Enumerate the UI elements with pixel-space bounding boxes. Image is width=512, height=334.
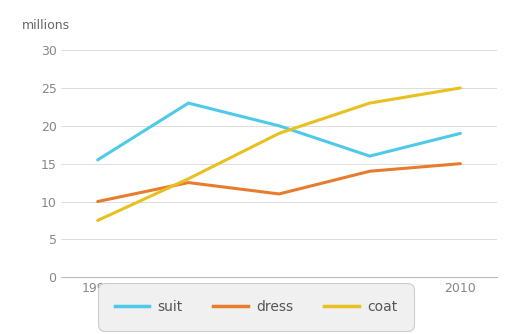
Legend: suit, dress, coat: suit, dress, coat xyxy=(105,290,407,324)
Text: millions: millions xyxy=(23,19,70,32)
